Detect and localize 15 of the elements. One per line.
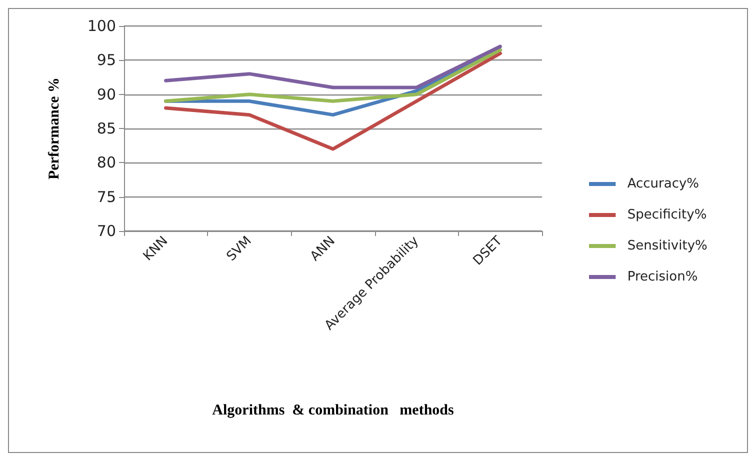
legend-label: Specificity% [627,208,707,222]
line-series [164,44,502,90]
legend-label: Precision% [627,270,698,284]
y-tick-label: 75 [96,188,116,206]
y-tick-label: 70 [96,222,116,240]
line-series [164,52,502,151]
y-tick-label: 95 [96,51,116,70]
y-axis-title: Performance % [46,77,62,180]
y-tick-label: 85 [96,120,116,138]
legend-label: Accuracy% [627,176,700,192]
x-axis-title: Algorithms & combination methods [212,402,454,418]
y-tick-label: 100 [87,17,116,35]
y-tick-label: 80 [96,154,116,172]
legend-label: Sensitivity% [627,238,708,254]
y-tick-label: 90 [96,85,116,104]
